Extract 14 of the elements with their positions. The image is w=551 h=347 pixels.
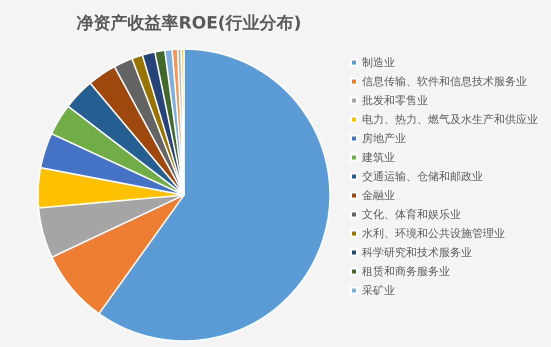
legend-label: 批发和零售业	[362, 94, 428, 107]
legend-label: 水利、环境和公共设施管理业	[362, 227, 505, 240]
legend-label: 建筑业	[361, 151, 395, 164]
legend-label: 文化、体育和娱乐业	[362, 208, 461, 221]
legend-label: 信息传输、软件和信息技术服务业	[362, 75, 527, 88]
legend-label: 科学研究和技术服务业	[362, 246, 472, 259]
legend-label: 制造业	[362, 56, 395, 69]
legend-label: 采矿业	[362, 284, 395, 297]
legend-label: 交通运输、仓储和邮政业	[362, 170, 483, 183]
legend-label: 电力、热力、燃气及水生产和供应业	[362, 113, 538, 126]
chart-title: 净资产收益率ROE(行业分布)	[76, 14, 302, 34]
legend-label: 租赁和商务服务业	[362, 265, 450, 278]
legend-label: 金融业	[362, 189, 395, 202]
legend-label: 房地产业	[362, 132, 406, 145]
